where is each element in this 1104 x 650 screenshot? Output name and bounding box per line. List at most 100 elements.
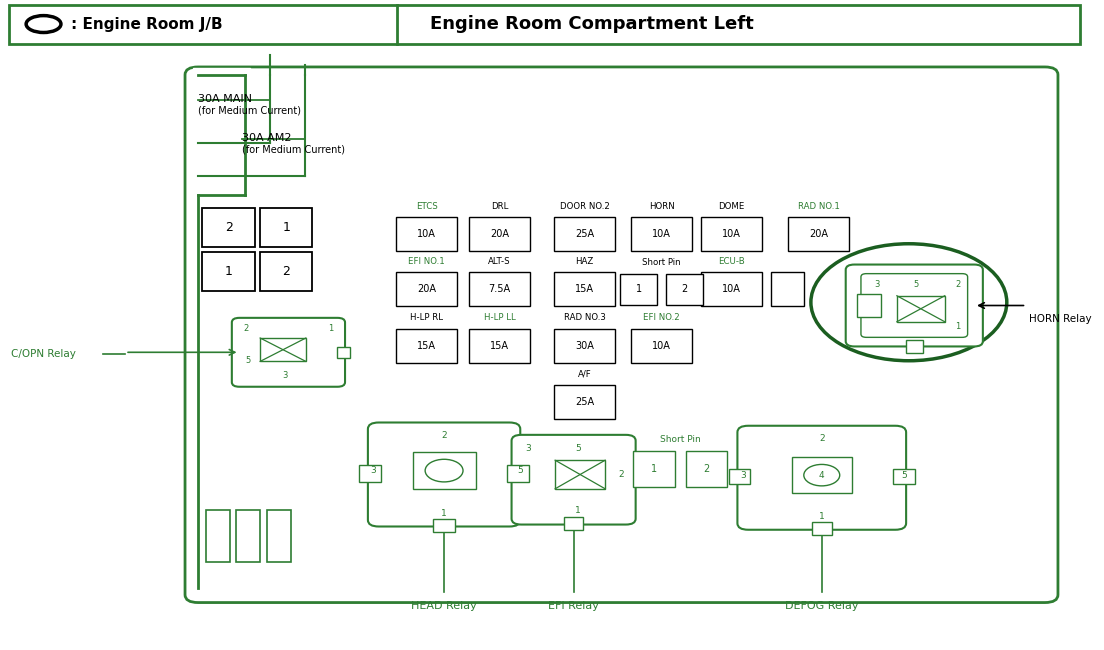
FancyBboxPatch shape — [232, 318, 346, 387]
Bar — [202, 208, 255, 247]
Text: 15A: 15A — [575, 284, 594, 294]
Bar — [554, 329, 615, 363]
Text: 2: 2 — [681, 284, 688, 294]
FancyBboxPatch shape — [861, 274, 967, 337]
Bar — [338, 347, 350, 358]
Bar — [905, 340, 923, 353]
Text: 25A: 25A — [575, 229, 594, 239]
Text: ALT-S: ALT-S — [488, 257, 511, 266]
Text: 5: 5 — [245, 356, 251, 365]
Text: 25A: 25A — [575, 396, 594, 407]
Bar — [771, 272, 804, 306]
Text: 5: 5 — [914, 280, 920, 289]
Text: 3: 3 — [526, 444, 531, 453]
Text: 10A: 10A — [417, 229, 436, 239]
Bar — [555, 460, 605, 489]
Text: 3: 3 — [371, 466, 376, 475]
Text: H-LP LL: H-LP LL — [484, 313, 516, 322]
Text: 3: 3 — [740, 471, 745, 480]
Text: ECU-B: ECU-B — [718, 257, 745, 266]
FancyBboxPatch shape — [737, 426, 906, 530]
Text: 1: 1 — [575, 506, 581, 515]
Text: DRL: DRL — [491, 202, 508, 211]
Text: 20A: 20A — [490, 229, 509, 239]
Text: : Engine Room J/B: : Engine Room J/B — [71, 16, 222, 32]
Bar — [261, 338, 306, 361]
Bar — [631, 329, 692, 363]
Bar — [202, 252, 255, 291]
Text: HORN Relay: HORN Relay — [1029, 313, 1091, 324]
Bar — [729, 469, 751, 484]
Bar — [469, 329, 530, 363]
Text: RAD NO.3: RAD NO.3 — [563, 313, 605, 322]
Text: A/F: A/F — [577, 369, 592, 378]
Text: 1: 1 — [442, 509, 447, 518]
Text: Short Pin: Short Pin — [660, 435, 701, 443]
Circle shape — [804, 464, 840, 486]
Bar — [811, 522, 831, 535]
Text: H-LP RL: H-LP RL — [411, 313, 443, 322]
Bar — [701, 272, 762, 306]
Text: 10A: 10A — [722, 229, 741, 239]
Bar — [359, 465, 381, 482]
Bar — [554, 272, 615, 306]
Bar — [857, 294, 881, 317]
Text: 2: 2 — [243, 324, 248, 333]
Text: C/OPN Relay: C/OPN Relay — [11, 349, 76, 359]
Circle shape — [425, 460, 463, 482]
Polygon shape — [193, 68, 251, 195]
Text: 1: 1 — [224, 265, 233, 278]
Bar — [469, 272, 530, 306]
Text: 5: 5 — [518, 466, 523, 475]
Bar — [634, 451, 675, 488]
Text: EFI NO.2: EFI NO.2 — [644, 313, 680, 322]
Text: 30A: 30A — [575, 341, 594, 351]
Bar — [788, 217, 849, 251]
Text: 30A MAIN: 30A MAIN — [198, 94, 252, 104]
Text: 5: 5 — [575, 444, 581, 453]
Bar — [261, 252, 312, 291]
Text: HORN: HORN — [649, 202, 675, 211]
Bar — [554, 217, 615, 251]
Text: (for Medium Current): (for Medium Current) — [198, 106, 301, 116]
FancyBboxPatch shape — [846, 265, 983, 346]
Text: DOOR NO.2: DOOR NO.2 — [560, 202, 609, 211]
Text: Engine Room Compartment Left: Engine Room Compartment Left — [429, 15, 754, 33]
Bar — [396, 329, 457, 363]
Text: 1: 1 — [636, 284, 641, 294]
Text: 1: 1 — [328, 324, 333, 333]
Text: EFI Relay: EFI Relay — [549, 601, 599, 611]
Text: 3: 3 — [874, 280, 880, 289]
Bar — [413, 452, 476, 489]
Text: 5: 5 — [901, 471, 906, 480]
Text: 20A: 20A — [417, 284, 436, 294]
Text: 2: 2 — [819, 434, 825, 443]
FancyBboxPatch shape — [185, 67, 1058, 603]
Text: 2: 2 — [224, 221, 233, 234]
Bar — [631, 217, 692, 251]
Text: 1: 1 — [819, 512, 825, 521]
Text: 10A: 10A — [722, 284, 741, 294]
Bar — [267, 510, 290, 562]
Text: 4: 4 — [819, 471, 825, 480]
Text: 2: 2 — [618, 470, 624, 479]
Text: 10A: 10A — [652, 341, 671, 351]
Text: 3: 3 — [283, 371, 288, 380]
Text: ETCS: ETCS — [416, 202, 437, 211]
Text: 2: 2 — [442, 431, 447, 440]
Bar — [896, 296, 945, 322]
Text: 15A: 15A — [417, 341, 436, 351]
Bar — [701, 217, 762, 251]
Bar — [893, 469, 915, 484]
Bar — [554, 385, 615, 419]
FancyBboxPatch shape — [511, 435, 636, 525]
Bar — [205, 510, 230, 562]
Text: Short Pin: Short Pin — [643, 258, 681, 267]
Bar — [620, 274, 657, 305]
Bar — [261, 208, 312, 247]
Ellipse shape — [26, 16, 61, 32]
Text: 20A: 20A — [809, 229, 828, 239]
Text: 10A: 10A — [652, 229, 671, 239]
Text: HAZ: HAZ — [575, 257, 594, 266]
Text: RAD NO.1: RAD NO.1 — [797, 202, 839, 211]
